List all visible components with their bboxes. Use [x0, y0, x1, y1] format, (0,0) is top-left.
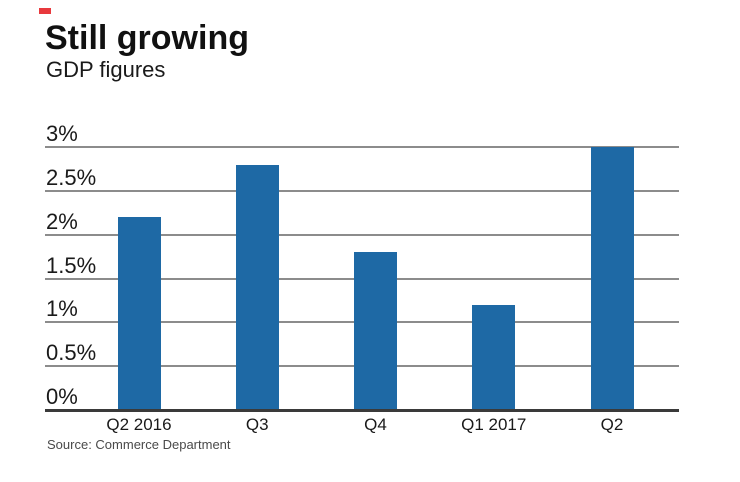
bar-q1-2017 [472, 304, 516, 410]
x-axis-category-label: Q3 [245, 415, 269, 434]
bar-q3 [235, 164, 279, 410]
brand-accent-square [39, 8, 51, 14]
y-axis-tick-label: 3% [46, 121, 78, 146]
chart-title: Still growing [45, 19, 249, 57]
bar-q2-2016 [117, 217, 161, 410]
bar-q2 [590, 147, 634, 410]
x-axis-category-label: Q1 2017 [461, 415, 527, 434]
gridline [45, 233, 679, 236]
y-axis-tick-label: 1% [46, 296, 78, 322]
chart-subtitle: GDP figures [46, 57, 166, 82]
bar-q4 [354, 252, 397, 410]
y-axis-tick-label: 0.5% [46, 340, 97, 366]
x-axis-category-label: Q4 [364, 415, 387, 434]
x-axis-baseline [45, 409, 679, 412]
x-axis-category-label: Q2 2016 [106, 415, 172, 434]
y-axis-tick-label: 2.5% [46, 164, 97, 190]
gridline [45, 189, 679, 192]
y-axis-tick-label: 1.5% [46, 252, 97, 278]
gridline [45, 146, 679, 148]
source-attribution: Source: Commerce Department [47, 437, 231, 452]
y-axis-tick-label: 0% [46, 384, 78, 409]
y-axis-tick-label: 2% [46, 208, 78, 234]
x-axis-category-label: Q2 [600, 415, 624, 434]
